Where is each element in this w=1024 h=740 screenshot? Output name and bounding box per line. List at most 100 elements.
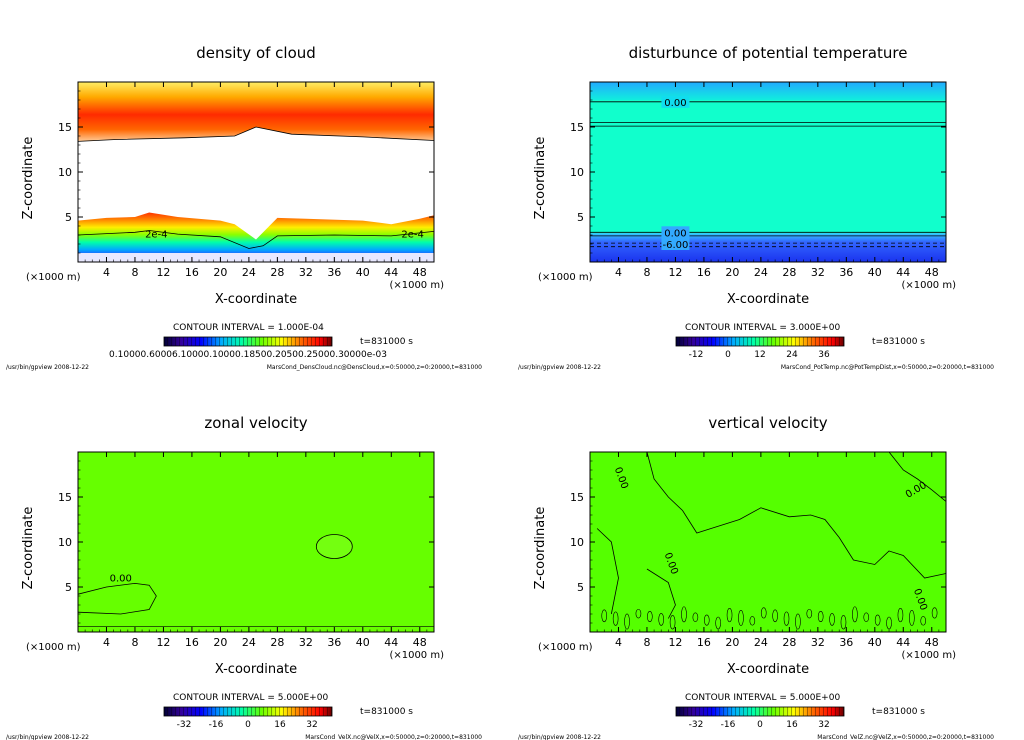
- contour-cell: [931, 607, 938, 619]
- colorbar-tick-label: 36: [818, 350, 830, 360]
- contour-cell: [681, 606, 687, 623]
- x-tick-label: 16: [185, 266, 199, 279]
- y-tick-label: 5: [65, 581, 72, 594]
- contour-cell: [726, 607, 733, 623]
- x-tick-label: 40: [356, 636, 370, 649]
- contour-cell: [817, 611, 824, 623]
- x-axis-label: X-coordinate: [215, 292, 297, 307]
- contour-line: [596, 528, 619, 615]
- chart-title: vertical velocity: [708, 414, 827, 432]
- colorbar-divisions: [676, 707, 844, 716]
- y-axis-label: Z-coordinate: [533, 507, 548, 590]
- contour-cell: [840, 615, 847, 630]
- surface-layer: [78, 253, 434, 262]
- footer-right: MarsCond_PotTemp.nc@PotTempDist,x=0:5000…: [781, 364, 994, 371]
- x-unit-label: (×1000 m): [538, 642, 593, 653]
- colorbar-frame: [163, 706, 333, 717]
- lower-cloud-layer: [78, 212, 434, 262]
- background-field: [590, 452, 946, 632]
- y-tick-label: 5: [577, 211, 584, 224]
- plot-area: 0.00: [78, 452, 434, 632]
- chart-title: disturbunce of potential temperature: [629, 44, 908, 62]
- x-tick-label: 32: [299, 636, 313, 649]
- x-tick-label: 28: [270, 266, 284, 279]
- contour-cell: [738, 610, 744, 626]
- colorbar-frame: [163, 336, 333, 347]
- contour-interval: CONTOUR INTERVAL = 1.000E-04: [173, 323, 324, 333]
- footer-right: MarsCond_VelZ.nc@VelZ,x=0:50000,z=0:2000…: [817, 734, 994, 740]
- x-tick-label: 24: [754, 636, 768, 649]
- x-axis-label: X-coordinate: [727, 292, 809, 307]
- contour-cell: [806, 608, 813, 619]
- y-tick-label: 10: [570, 536, 584, 549]
- x-axis-label: X-coordinate: [215, 662, 297, 677]
- contour-interval: CONTOUR INTERVAL = 5.000E+00: [173, 693, 328, 703]
- contour-cell: [635, 608, 642, 619]
- contour-cell: [795, 613, 801, 630]
- time-label: t=831000 s: [360, 707, 413, 717]
- x-tick-label: 12: [668, 636, 682, 649]
- contour-cell: [772, 609, 778, 623]
- contour-cell: [920, 616, 927, 626]
- x-tick-label: 36: [839, 636, 853, 649]
- x-tick-label: 28: [270, 636, 284, 649]
- x-axis-label: X-coordinate: [727, 662, 809, 677]
- contour-cell: [647, 611, 653, 623]
- plot-area: 0.000.00-6.00: [590, 82, 946, 262]
- contour-cell: [783, 611, 790, 626]
- x-tick-label: 20: [213, 636, 227, 649]
- contour-interval: CONTOUR INTERVAL = 3.000E+00: [685, 323, 840, 333]
- contour-cell: [692, 612, 699, 622]
- x-tick-label: 48: [413, 266, 427, 279]
- y-tick-label: 5: [577, 581, 584, 594]
- x-tick-label: 40: [868, 636, 882, 649]
- x-tick-label: 4: [615, 636, 622, 649]
- contour-cell: [658, 613, 665, 626]
- colorbar-divisions: [164, 707, 332, 716]
- x-tick-label: 12: [668, 266, 682, 279]
- x-tick-label: 40: [356, 266, 370, 279]
- colorbar-tick-label: 16: [274, 720, 286, 730]
- contour-label-bg: [661, 226, 690, 239]
- contour-line: [888, 452, 946, 502]
- y-tick-label: 5: [65, 211, 72, 224]
- x-tick-label: 12: [156, 636, 170, 649]
- x-tick-label: 24: [754, 266, 768, 279]
- contour-cell: [715, 616, 721, 630]
- x-tick-label: 36: [839, 266, 853, 279]
- colorbar-tick-label: -16: [209, 720, 224, 730]
- x-tick-label: 12: [156, 266, 170, 279]
- contour-line: [646, 452, 946, 579]
- contour-label: 0.00: [110, 574, 132, 585]
- x-unit-label: (×1000 m): [26, 642, 81, 653]
- contour-cell: [863, 612, 870, 622]
- contour-cell: [760, 607, 767, 619]
- colorbar-tick-label: 32: [818, 720, 829, 730]
- contour-line: [78, 230, 434, 249]
- x-tick-label: 48: [925, 266, 939, 279]
- contour-cell: [909, 610, 915, 626]
- x-tick-label: 36: [327, 636, 341, 649]
- contour-label: 0.00: [664, 228, 686, 239]
- x-tick-label: 28: [782, 266, 796, 279]
- footer-right: MarsCond_VelX.nc@VelX,x=0:50000,z=0:2000…: [305, 734, 482, 740]
- contour-label-bg: [661, 95, 690, 108]
- contour-line: [78, 582, 157, 615]
- colorbar-tick-label: -32: [177, 720, 192, 730]
- x-tick-label: 32: [811, 636, 825, 649]
- y-tick-label: 10: [58, 166, 72, 179]
- x-tick-label: 44: [384, 266, 398, 279]
- x-tick-label: 8: [131, 266, 138, 279]
- contour-cell: [852, 606, 858, 623]
- y-axis-label: Z-coordinate: [21, 507, 36, 590]
- x-tick-label: 8: [131, 636, 138, 649]
- x-tick-label: 28: [782, 636, 796, 649]
- chart-panel-2: disturbunce of potential temperature 0.00…: [518, 44, 994, 371]
- y-axis-label: Z-coordinate: [533, 137, 548, 220]
- colorbar-tick-label: 0: [757, 720, 763, 730]
- contour-label: 2e-4: [401, 230, 424, 241]
- colorbar-tick-label: 24: [786, 350, 798, 360]
- colorbar-tick-label: 0: [725, 350, 731, 360]
